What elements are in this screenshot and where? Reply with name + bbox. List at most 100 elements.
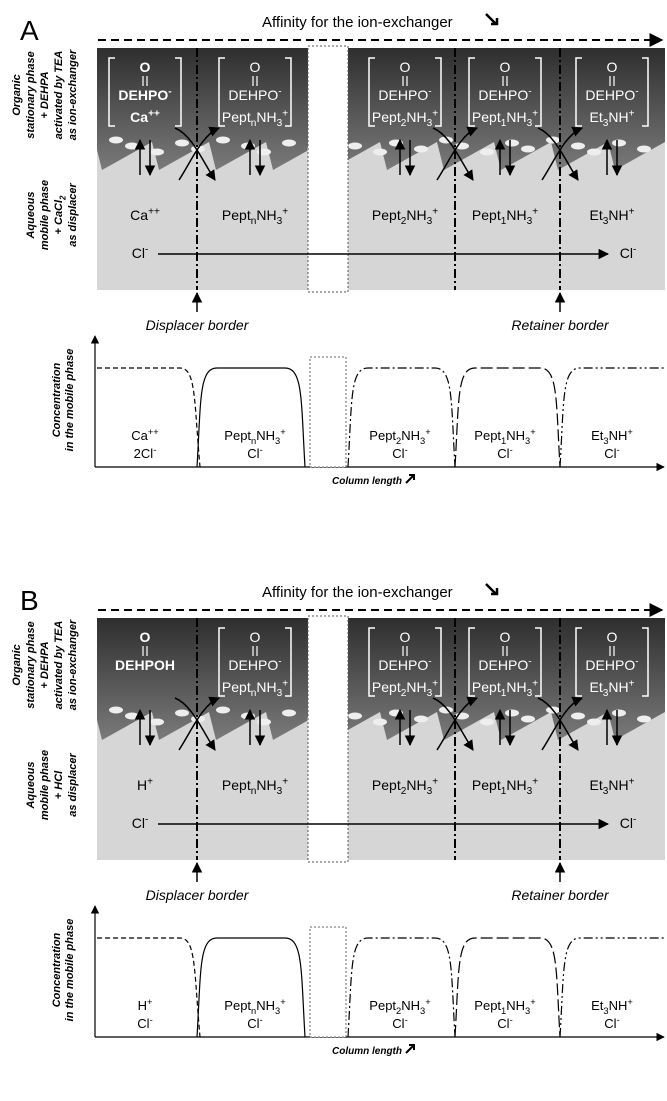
formula-part: Cl (132, 815, 145, 831)
panel: AAffinity for the ion-exchangerOrganicst… (11, 14, 665, 487)
zone-label: 2Cl- (134, 445, 157, 461)
stationary-species: DEHPO- (585, 656, 638, 673)
stationary-species: O (250, 59, 261, 75)
bead (637, 146, 651, 153)
formula-part: Pept (222, 109, 251, 125)
formula-part: NH (506, 998, 525, 1013)
mobile-label: as displacer (67, 182, 79, 246)
panel-label: B (20, 585, 39, 616)
formula-part: 3 (525, 1006, 530, 1016)
formula-part: + (627, 997, 632, 1007)
formula-part: Cl (497, 446, 509, 461)
formula-part: NH (506, 679, 526, 695)
zone-label: Cl- (497, 1015, 512, 1031)
formula-part: Cl (620, 815, 633, 831)
zone-label: Et3NH+ (591, 997, 633, 1016)
formula-part: - (145, 814, 148, 825)
bead (571, 143, 585, 150)
formula-part: DEHPO (118, 87, 168, 103)
formula-part: + (432, 776, 438, 787)
formula-part: Pept (372, 679, 401, 695)
bead (480, 149, 494, 156)
formula-part: + (532, 206, 538, 217)
formula-part: DEHPO (378, 87, 428, 103)
stationary-label: stationary phase (25, 51, 37, 138)
formula-part: Cl (604, 1016, 616, 1031)
formula-part: 3 (527, 216, 533, 227)
bead (587, 719, 601, 726)
formula-part: NH (406, 109, 426, 125)
stationary-species: O (250, 629, 261, 645)
bead (612, 140, 626, 147)
formula-part: DEHPO (378, 657, 428, 673)
border-label: Displacer border (146, 317, 250, 333)
formula-part: + (280, 427, 285, 437)
affinity-icon (486, 584, 497, 594)
formula-part: NH (608, 207, 628, 223)
formula-part: 3 (525, 436, 530, 446)
bead (389, 710, 403, 717)
formula-part: O (250, 59, 261, 75)
formula-part: ++ (148, 206, 160, 217)
bead (505, 710, 519, 717)
mobile-label: Aqueous (25, 191, 37, 239)
stationary-label: Organic (11, 644, 23, 686)
bead (373, 149, 387, 156)
formula-part: NH (608, 679, 628, 695)
formula-part: Pept (472, 109, 501, 125)
formula-part: O (250, 629, 261, 645)
formula-part: 3 (527, 118, 533, 129)
formula-part: 2Cl (134, 446, 154, 461)
y-axis-label: in the mobile phase (64, 349, 76, 452)
stationary-species: O (607, 59, 618, 75)
formula-part: mobile phase (39, 180, 51, 250)
formula-part: + (425, 427, 430, 437)
formula-part: + (282, 206, 288, 217)
formula-part: Et (590, 207, 603, 223)
formula-part: NH (406, 679, 426, 695)
formula-part: mobile phase (39, 750, 51, 820)
formula-part: - (510, 445, 513, 455)
formula-part: NH (256, 679, 276, 695)
stationary-species: DEHPO- (478, 86, 531, 103)
stationary-species: DEHPO- (118, 86, 171, 103)
formula-part: - (633, 244, 636, 255)
formula-part: + CaCl (53, 199, 65, 234)
stationary-label: activated by TEA (53, 621, 65, 710)
mobile-label: + CaCl2 (53, 195, 67, 235)
formula-part: O (400, 629, 411, 645)
zone-label: Pept1NH3+ (474, 997, 535, 1016)
bead (505, 140, 519, 147)
formula-part: Cl (604, 446, 616, 461)
bead (521, 146, 535, 153)
formula-part: + (425, 997, 430, 1007)
formula-part: - (153, 445, 156, 455)
formula-part: - (428, 86, 431, 97)
stationary-label: as ion-exchanger (67, 49, 79, 140)
formula-part: Pept (224, 998, 251, 1013)
formula-part: - (405, 445, 408, 455)
formula-part: 3 (427, 786, 433, 797)
mobile-label: mobile phase (39, 750, 51, 820)
zone-label: Pept1NH3+ (474, 427, 535, 446)
formula-part: NH (256, 109, 276, 125)
zone-label: Cl- (604, 1015, 619, 1031)
formula-part: + (532, 678, 538, 689)
stationary-label: activated by TEA (53, 51, 65, 140)
formula-part: + (629, 108, 635, 119)
formula-part: NH (506, 109, 526, 125)
formula-part: - (260, 445, 263, 455)
bead (348, 713, 362, 720)
formula-part: Ca (130, 207, 148, 223)
formula-part: as displacer (67, 752, 79, 816)
formula-part: Cl (137, 1016, 149, 1031)
bead (125, 713, 139, 720)
formula-part: - (168, 86, 171, 97)
column-gap (308, 46, 348, 292)
bead (587, 149, 601, 156)
formula-part: + (282, 678, 288, 689)
formula-part: Ca (131, 428, 148, 443)
formula-part: - (510, 1015, 513, 1025)
mobile-label: + HCl (53, 770, 65, 799)
formula-part: 3 (527, 786, 533, 797)
